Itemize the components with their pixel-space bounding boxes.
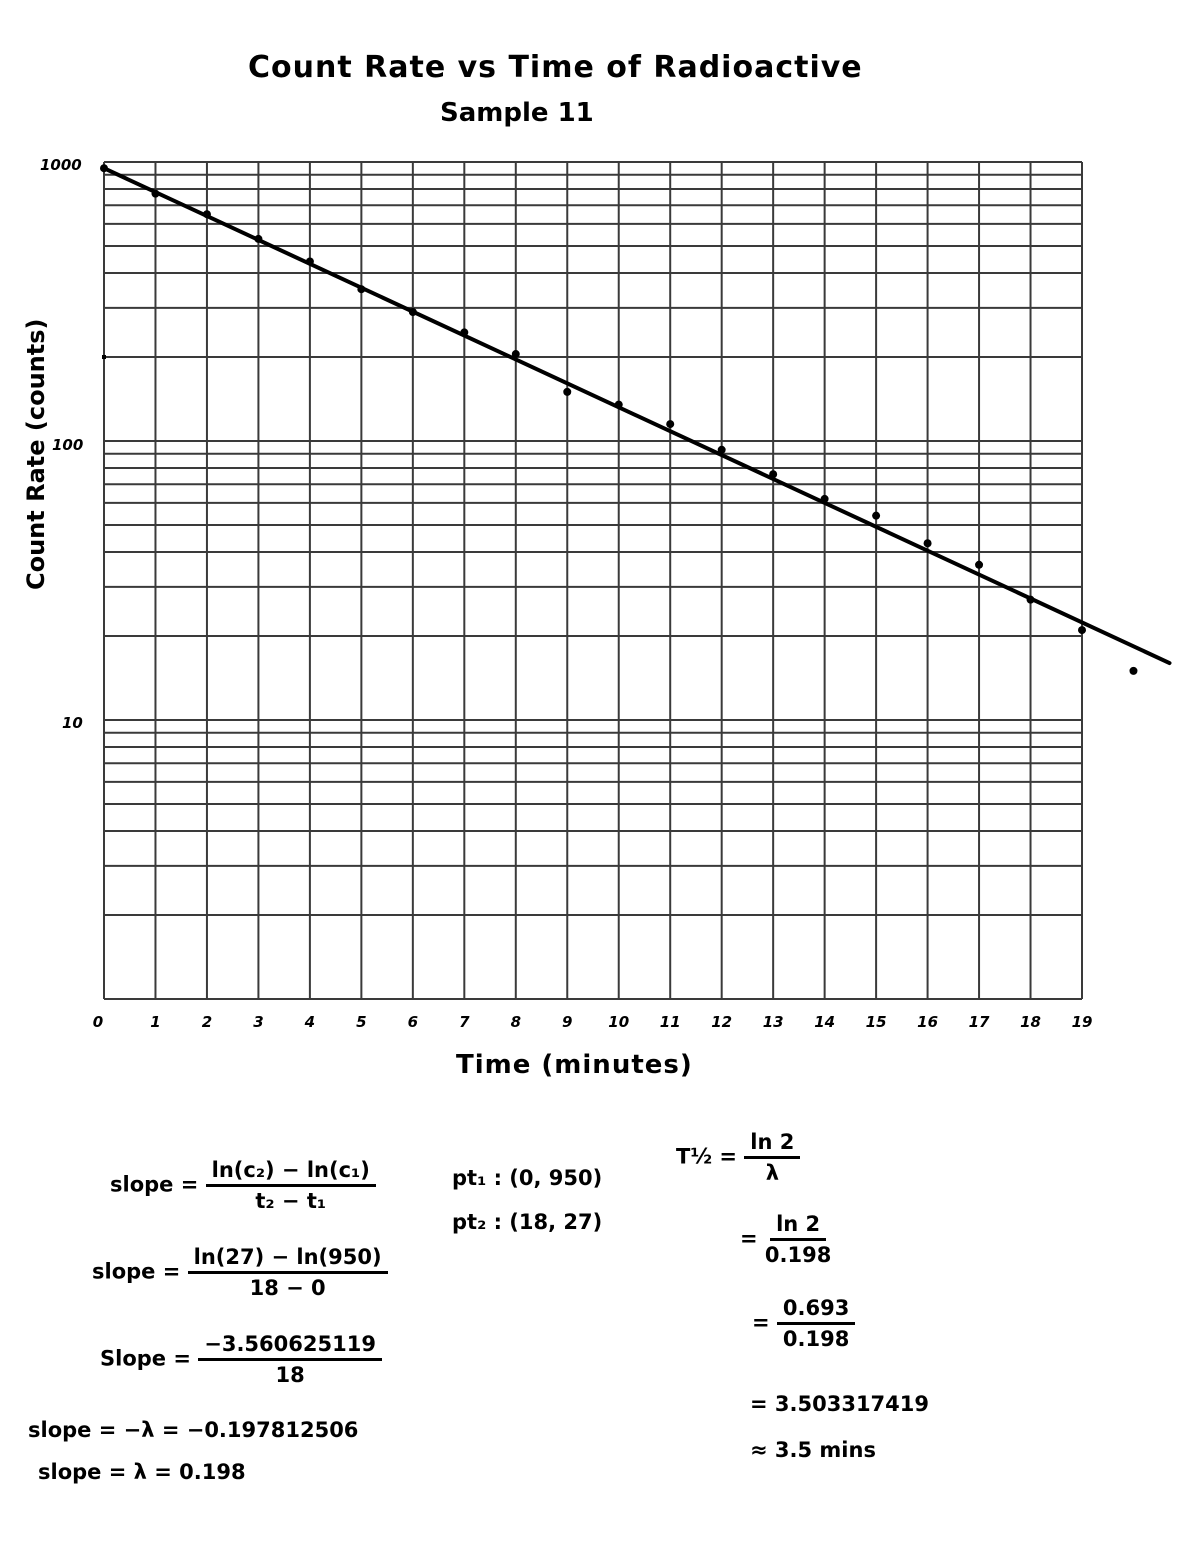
step3-numerator: 0.693: [776, 1296, 856, 1325]
x-axis-label: Time (minutes): [456, 1050, 693, 1080]
x-tick-label: 3: [253, 1013, 264, 1031]
slope-value: Slope = −3.560625119 18: [100, 1332, 382, 1387]
y-tick-10: 10: [62, 714, 83, 732]
data-point: [717, 445, 726, 454]
data-point: [305, 257, 314, 266]
slope-lambda: slope = −λ = −0.197812506: [28, 1418, 359, 1442]
half-life-denominator: λ: [765, 1161, 779, 1185]
step2-lhs: =: [740, 1226, 758, 1251]
slope-sub-numerator: ln(27) − ln(950): [187, 1245, 388, 1274]
data-point: [563, 387, 572, 396]
half-life-result: ≈ 3.5 mins: [750, 1438, 876, 1462]
fit-line: [102, 166, 1172, 666]
x-tick-label: 8: [510, 1013, 521, 1031]
data-point: [614, 400, 623, 409]
x-tick-label: 0: [92, 1013, 104, 1031]
data-point: [100, 164, 108, 173]
chart-title-line1: Count Rate vs Time of Radioactive: [248, 50, 863, 85]
data-point: [254, 234, 263, 243]
data-point: [511, 350, 520, 359]
data-point: [460, 328, 469, 337]
step3-lhs: =: [752, 1310, 770, 1335]
half-life-numerator: ln 2: [744, 1130, 801, 1159]
slope-formula-numerator: ln(c₂) − ln(c₁): [205, 1158, 376, 1187]
best-fit-line: [102, 166, 1172, 666]
x-tick-label: 7: [459, 1013, 470, 1031]
half-life-lhs: T½ =: [676, 1144, 737, 1169]
slope-formula: slope = ln(c₂) − ln(c₁) t₂ − t₁: [110, 1158, 376, 1213]
half-life-step4: = 3.503317419: [750, 1392, 930, 1416]
data-point: [151, 189, 160, 198]
x-tick-label: 18: [1020, 1013, 1041, 1031]
x-tick-label: 16: [917, 1013, 939, 1031]
x-tick-label: 6: [407, 1013, 419, 1031]
x-tick-label: 5: [356, 1013, 367, 1031]
slope-val-denominator: 18: [275, 1363, 305, 1387]
x-tick-label: 19: [1071, 1013, 1093, 1031]
data-point: [202, 210, 211, 219]
x-tick-label: 9: [562, 1013, 573, 1031]
step2-fraction: ln 2 0.198: [765, 1212, 831, 1267]
slope-val-lhs: Slope =: [100, 1346, 191, 1371]
point-1: pt₁ : (0, 950): [452, 1166, 603, 1190]
x-tick-label: 14: [814, 1013, 836, 1031]
half-life-step3: = 0.693 0.198: [752, 1296, 856, 1351]
x-tick-label: 1: [150, 1013, 161, 1031]
y-axis-label: Count Rate (counts): [22, 318, 50, 590]
data-point: [357, 285, 366, 294]
data-point: [975, 560, 984, 569]
data-point: [666, 420, 675, 429]
x-tick-label: 15: [865, 1013, 887, 1031]
slope-sub-denominator: 18 − 0: [249, 1276, 326, 1300]
slope-formula-fraction: ln(c₂) − ln(c₁) t₂ − t₁: [205, 1158, 376, 1213]
half-life-formula: T½ = ln 2 λ: [676, 1130, 801, 1185]
half-life-step2: = ln 2 0.198: [740, 1212, 831, 1267]
slope-val-numerator: −3.560625119: [198, 1332, 382, 1361]
data-point: [1078, 626, 1086, 635]
half-life-fraction: ln 2 λ: [744, 1130, 801, 1185]
x-tick-label: 4: [304, 1013, 316, 1031]
point-2: pt₂ : (18, 27): [452, 1210, 603, 1234]
log-grid: [103, 161, 1083, 1000]
data-point: [769, 470, 778, 479]
step3-denominator: 0.198: [782, 1327, 850, 1351]
slope-sub-fraction: ln(27) − ln(950) 18 − 0: [187, 1245, 388, 1300]
data-point: [923, 539, 932, 548]
slope-substitution: slope = ln(27) − ln(950) 18 − 0: [92, 1245, 388, 1300]
step2-denominator: 0.198: [764, 1243, 832, 1267]
data-point: [1129, 666, 1138, 675]
x-tick-label: 13: [762, 1013, 784, 1031]
slope-formula-denominator: t₂ − t₁: [255, 1189, 327, 1213]
slope-formula-lhs: slope =: [110, 1172, 199, 1197]
lambda-rounded: slope = λ = 0.198: [38, 1460, 246, 1484]
y-tick-1000: 1000: [40, 156, 82, 174]
slope-val-fraction: −3.560625119 18: [198, 1332, 382, 1387]
data-point: [408, 307, 417, 316]
step2-numerator: ln 2: [770, 1212, 827, 1241]
data-point: [1026, 595, 1035, 604]
chart-title-line2: Sample 11: [440, 98, 594, 128]
x-tick-label: 12: [711, 1013, 733, 1031]
x-tick-label: 17: [968, 1013, 990, 1031]
data-points: [100, 164, 1138, 675]
stray-mark: [102, 355, 106, 360]
data-point: [820, 494, 829, 503]
x-tick-label: 10: [608, 1013, 630, 1031]
data-point: [872, 511, 881, 520]
x-tick-label: 11: [659, 1013, 681, 1031]
chart-plot-area: [100, 161, 1172, 1000]
slope-sub-lhs: slope =: [92, 1259, 181, 1284]
step3-fraction: 0.693 0.198: [776, 1296, 856, 1351]
y-tick-100: 100: [52, 436, 84, 454]
x-tick-label: 2: [201, 1013, 213, 1031]
